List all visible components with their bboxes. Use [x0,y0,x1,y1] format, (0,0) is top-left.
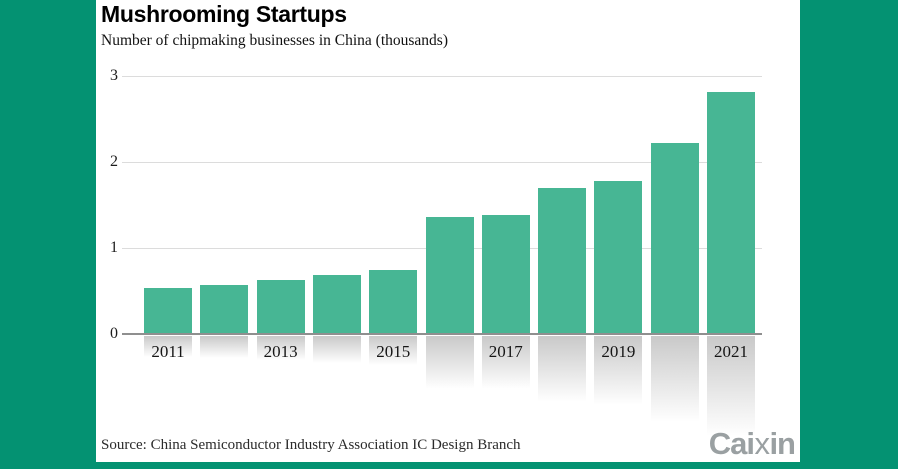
bar-2016 [425,217,474,334]
chart-title: Mushrooming Startups [101,1,347,27]
caixin-logo-x: x [754,426,769,461]
bar-2011 [144,287,192,334]
gridline-y2 [122,162,762,163]
bar-2019 [594,180,643,334]
bar-reflection-2018 [538,336,587,402]
bar-2014 [312,274,361,334]
bar-2020 [650,143,699,334]
bar-reflection-2015 [369,336,418,365]
bar-2013 [256,279,305,334]
x-tick-label-2021: 2021 [714,342,748,361]
bar-2021 [707,92,755,334]
chart-card: Mushrooming Startups Number of chipmakin… [96,0,800,462]
bar-2018 [538,187,587,334]
bar-reflection-2019 [594,336,643,405]
bar-2012 [200,284,249,334]
bar-reflection-2017 [481,336,530,390]
x-tick-label-2019: 2019 [601,342,636,361]
source-note: Source: China Semiconductor Industry Ass… [101,437,521,453]
x-tick-label-2013: 2013 [263,342,298,361]
y-tick-label-3: 3 [110,67,118,84]
x-tick-label-2015: 2015 [376,342,411,361]
caixin-logo-prefix: Cai [708,426,755,461]
x-tick-label-2011: 2011 [151,342,185,361]
chart-subtitle: Number of chipmaking businesses in China… [101,32,448,49]
x-tick-label-2017: 2017 [488,342,523,361]
bar-2017 [481,215,530,334]
bar-chart-plot-area: 0 1 2 3 2011 2013 2015 2017 2019 2021 [96,0,800,462]
y-tick-label-1: 1 [110,239,118,256]
bar-reflection-2011 [144,336,192,357]
caixin-logo: Caixin [708,426,796,462]
x-axis-line [122,333,762,335]
bar-reflection-2013 [256,336,305,361]
bar-reflection-2012 [200,336,249,359]
caixin-logo-suffix: in [769,426,796,461]
bar-reflection-2021 [707,336,755,436]
bar-reflection-2016 [425,336,474,389]
bar-reflection-2014 [312,336,361,363]
y-tick-label-2: 2 [110,153,118,170]
bar-2015 [369,270,418,334]
y-tick-label-0: 0 [110,325,118,342]
bar-reflection-2020 [650,336,699,422]
gridline-y3 [122,76,762,77]
